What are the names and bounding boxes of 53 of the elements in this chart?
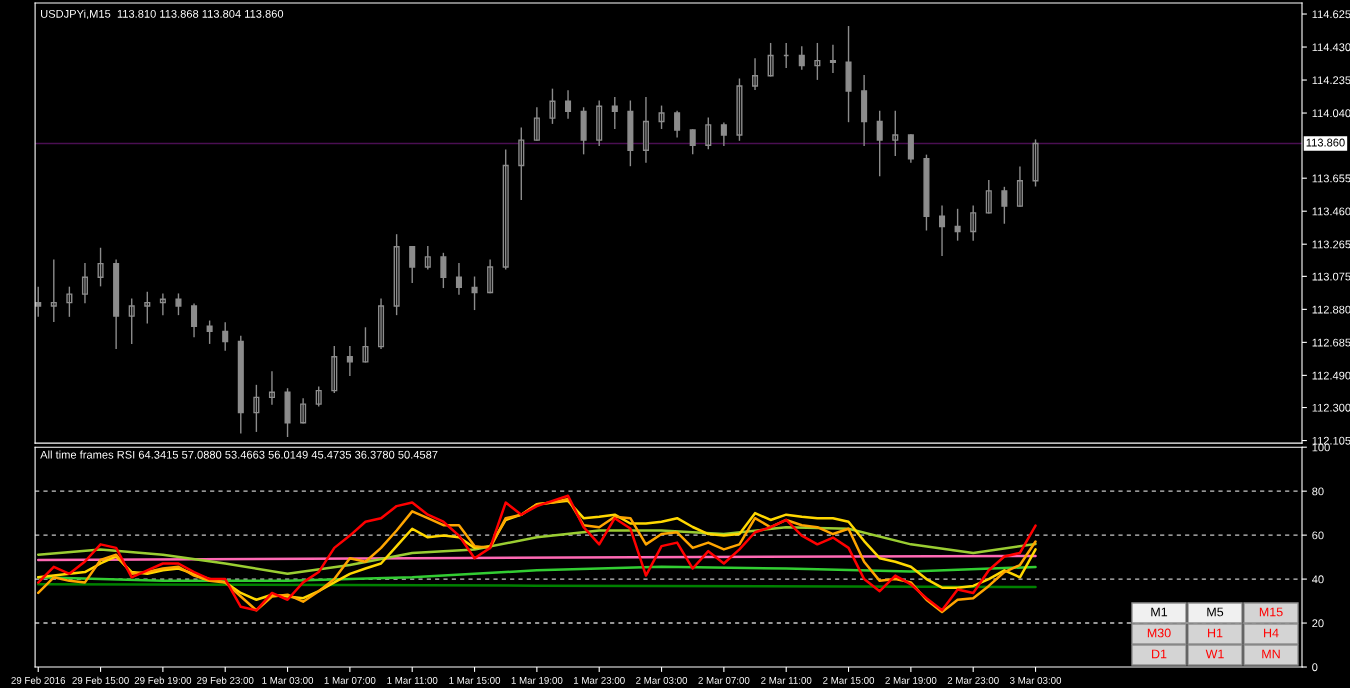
x-tick-label: 2 Mar 15:00 bbox=[823, 676, 875, 684]
y-tick-label: 112.685 bbox=[1312, 338, 1350, 347]
y-tick-label: 0 bbox=[1312, 663, 1318, 672]
x-tick-label: 3 Mar 03:00 bbox=[1009, 676, 1062, 684]
y-tick-label: 114.235 bbox=[1312, 76, 1350, 85]
y-tick-label: 40 bbox=[1311, 575, 1324, 584]
annotation: D1 bbox=[1152, 649, 1167, 659]
y-tick-label: 112.300 bbox=[1312, 403, 1350, 412]
text: USDJPYi,M15 113.810 113.868 113.804 113.860 bbox=[41, 9, 284, 20]
x-tick-label: 2 Mar 19:00 bbox=[885, 676, 937, 684]
y-tick-label: 114.430 bbox=[1312, 43, 1350, 52]
candlestick bbox=[144, 291, 151, 324]
candlestick bbox=[892, 110, 899, 157]
x-tick-label: 29 Feb 2016 bbox=[11, 676, 66, 684]
y-tick-label: 112.490 bbox=[1312, 371, 1350, 380]
annotation: M15 bbox=[1259, 607, 1283, 617]
x-tick-label: 2 Mar 11:00 bbox=[761, 676, 812, 684]
y-tick-label: 80 bbox=[1312, 487, 1324, 496]
x-tick-label: 1 Mar 23:00 bbox=[574, 676, 625, 684]
y-tick-label: 100 bbox=[1312, 443, 1330, 452]
x-tick-label: 2 Mar 07:00 bbox=[698, 676, 750, 684]
candlestick bbox=[1032, 139, 1039, 187]
x-tick-label: 1 Mar 15:00 bbox=[449, 676, 501, 684]
x-tick-label: 1 Mar 19:00 bbox=[511, 676, 563, 684]
chart-title: All time frames RSI 64.3415 57.0880 53.4663 56.0149 45.4735 36.3780 50.4587 bbox=[40, 450, 438, 459]
y-tick-label: 113.655 bbox=[1312, 174, 1350, 183]
x-tick-label: 2 Mar 23:00 bbox=[947, 676, 999, 684]
annotation: M5 bbox=[1207, 607, 1224, 617]
annotation: M1 bbox=[1151, 607, 1168, 617]
annotation: H4 bbox=[1264, 628, 1279, 638]
x-tick-label: 1 Mar 11:00 bbox=[387, 676, 438, 684]
y-tick-label: 112.105 bbox=[1312, 436, 1350, 445]
y-tick-label: 113.075 bbox=[1312, 272, 1350, 281]
annotation: M30 bbox=[1147, 628, 1171, 638]
y-tick-label: 20 bbox=[1312, 619, 1324, 628]
line-series bbox=[36, 565, 1037, 583]
x-tick-label: 29 Feb 23:00 bbox=[197, 676, 254, 684]
y-tick-label: 113.460 bbox=[1312, 207, 1350, 216]
annotation: H1 bbox=[1208, 628, 1223, 638]
x-tick-label: 1 Mar 07:00 bbox=[324, 676, 376, 684]
y-tick-label: 114.625 bbox=[1312, 10, 1350, 19]
y-tick-label: 114.040 bbox=[1312, 109, 1350, 118]
x-tick-label: 2 Mar 03:00 bbox=[636, 676, 688, 684]
annotation: W1 bbox=[1205, 649, 1224, 659]
candlestick bbox=[50, 259, 57, 322]
y-tick-label: 113.265 bbox=[1312, 240, 1350, 249]
y-tick-label: 112.880 bbox=[1312, 305, 1350, 314]
y-tick-label: 60 bbox=[1312, 531, 1324, 540]
annotation: MN bbox=[1262, 649, 1280, 659]
x-tick-label: 1 Mar 03:00 bbox=[262, 676, 314, 684]
x-tick-label: 29 Feb 19:00 bbox=[134, 676, 192, 684]
x-tick-label: 29 Feb 15:00 bbox=[72, 676, 129, 684]
ref-line-label: 113.860 bbox=[1306, 138, 1345, 147]
